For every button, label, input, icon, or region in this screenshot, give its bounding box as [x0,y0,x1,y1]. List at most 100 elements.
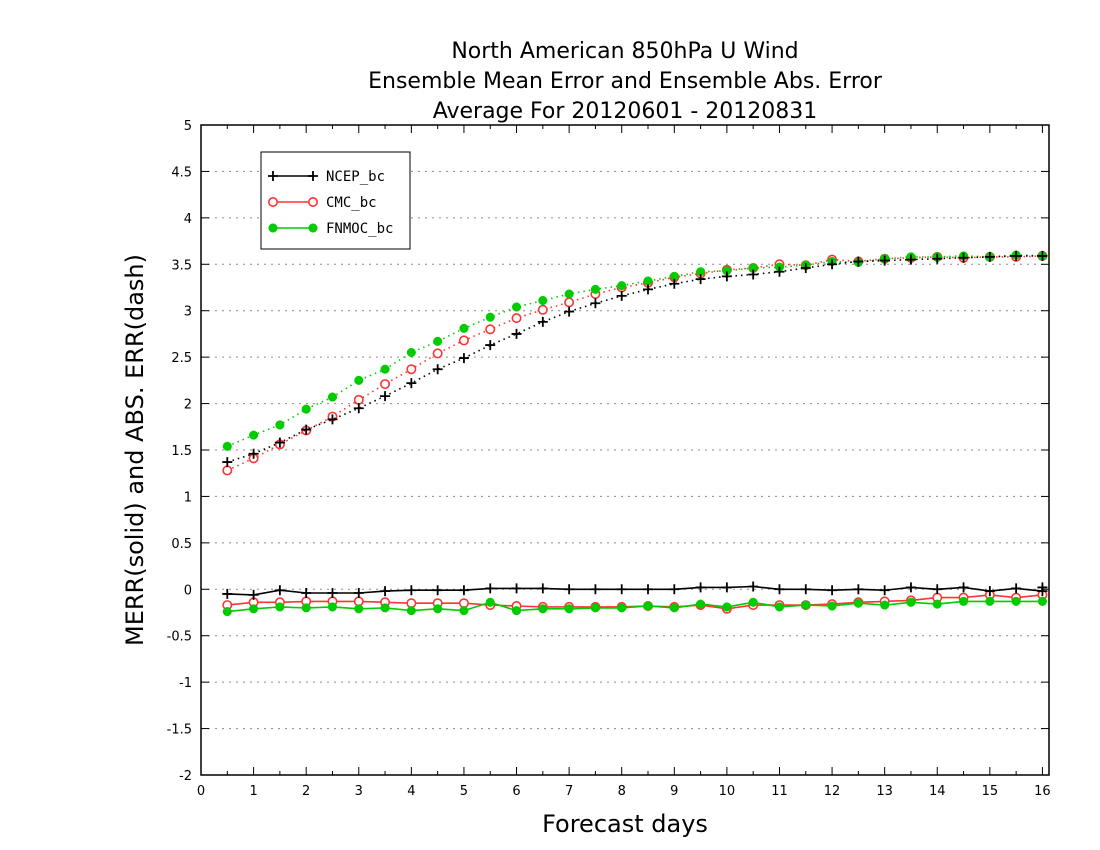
data-point-NCEP_bc [932,584,943,595]
data-point-FNMOC_bc [590,284,600,294]
data-point-FNMOC_bc [354,604,364,614]
legend-marker [308,223,318,233]
solid-line-FNMOC_bc [227,600,1043,613]
data-point-NCEP_bc [590,298,601,309]
data-point-NCEP_bc [248,589,259,600]
legend-label: CMC_bc [326,195,377,211]
data-point-FNMOC_bc [459,606,469,616]
data-point-NCEP_bc [774,266,785,277]
data-point-NCEP_bc [432,364,443,375]
x-tick-label: 11 [771,784,788,799]
y-tick-label: 3.5 [171,258,192,273]
chart-title: North American 850hPa U Wind Ensemble Mea… [368,39,883,124]
data-point-FNMOC_bc [774,602,785,612]
y-tick-label: 4.5 [171,165,192,180]
data-point-NCEP_bc [485,583,496,594]
data-point-FNMOC_bc [538,295,548,306]
data-point-NCEP_bc [932,253,943,264]
data-point-FNMOC_bc [485,597,495,607]
data-point-FNMOC_bc [696,599,706,609]
data-point-NCEP_bc [984,586,995,597]
series-FNMOC_bc-merr [222,596,1047,617]
data-point-NCEP_bc [564,584,575,595]
data-point-NCEP_bc [274,585,285,596]
x-axis-title: Forecast days [542,810,708,838]
x-tick-label: 4 [407,784,415,799]
data-point-FNMOC_bc [827,601,837,611]
data-point-FNMOC_bc [275,420,285,430]
series-FNMOC_bc-abs_err [222,250,1047,451]
data-point-NCEP_bc [327,588,338,598]
data-point-CMC_bc [564,297,575,308]
series-NCEP_bc-abs_err [222,250,1048,468]
y-tick-label: 0.5 [171,537,192,552]
data-point-NCEP_bc [1011,583,1022,594]
data-point-FNMOC_bc [275,602,285,612]
data-point-NCEP_bc [485,340,496,351]
data-point-FNMOC_bc [538,604,548,614]
data-point-NCEP_bc [327,414,338,425]
data-point-CMC_bc [537,304,548,315]
legend-marker [307,197,318,208]
data-point-NCEP_bc [721,582,732,593]
data-point-NCEP_bc [406,378,417,389]
x-tick-label: 9 [670,784,678,799]
data-point-NCEP_bc [827,585,838,596]
data-point-FNMOC_bc [433,604,443,614]
data-point-NCEP_bc [248,448,259,459]
data-point-FNMOC_bc [932,599,942,609]
y-tick-label: -0.5 [167,630,192,645]
y-tick-label: -1 [179,676,192,691]
solid-line-NCEP_bc [227,585,1044,596]
legend-marker [308,171,318,181]
legend: NCEP_bc CMC_bc FNMOC_bc [260,151,411,250]
data-point-NCEP_bc [380,586,391,597]
data-point-CMC_bc [485,324,496,335]
y-tick-label: 4 [184,212,192,227]
data-point-NCEP_bc [353,403,364,414]
data-point-NCEP_bc [222,457,233,468]
data-point-FNMOC_bc [801,600,811,610]
data-point-NCEP_bc [800,584,811,595]
data-point-NCEP_bc [721,271,732,282]
legend-item-CMC_bc: CMC_bc [267,195,377,211]
x-tick-label: 2 [302,784,310,799]
legend-label: NCEP_bc [326,169,385,185]
data-point-FNMOC_bc [301,603,311,613]
data-point-NCEP_bc [669,278,680,289]
data-point-FNMOC_bc [643,601,653,611]
axis-ticks: -2-1.5-1-0.500.511.522.533.544.550 1 2 3 4 5 6… [167,119,1051,799]
data-point-CMC_bc [353,394,364,405]
data-point-NCEP_bc [432,585,443,596]
data-point-FNMOC_bc [1037,596,1047,606]
dashed-line-NCEP_bc [227,255,1043,463]
data-point-FNMOC_bc [406,347,416,358]
legend-item-NCEP_bc: NCEP_bc [268,169,385,185]
data-point-NCEP_bc [537,583,548,594]
data-point-FNMOC_bc [590,603,600,613]
data-point-NCEP_bc [1011,250,1022,261]
data-point-NCEP_bc [748,581,759,592]
data-point-FNMOC_bc [327,602,338,612]
data-point-NCEP_bc [511,328,522,339]
data-point-FNMOC_bc [249,430,259,440]
data-point-FNMOC_bc [511,302,522,312]
data-point-FNMOC_bc [327,392,338,402]
data-point-FNMOC_bc [485,312,495,322]
y-tick-label: -1.5 [167,723,192,738]
grid-lines [201,170,1049,730]
x-tick-label: 8 [618,784,626,799]
y-axis-title: MERR(solid) and ABS. ERR(dash) [121,254,149,646]
series-CMC_bc-abs_err [222,250,1048,476]
x-tick-label: 10 [719,784,736,799]
legend-marker [268,171,278,181]
data-point-NCEP_bc [380,391,391,402]
data-point-NCEP_bc [695,582,706,593]
data-point-FNMOC_bc [880,600,890,610]
data-point-FNMOC_bc [669,603,679,613]
data-point-NCEP_bc [274,437,285,448]
data-point-FNMOC_bc [722,602,732,612]
series-CMC_bc-merr [222,589,1048,614]
y-tick-label: 0 [184,583,192,598]
